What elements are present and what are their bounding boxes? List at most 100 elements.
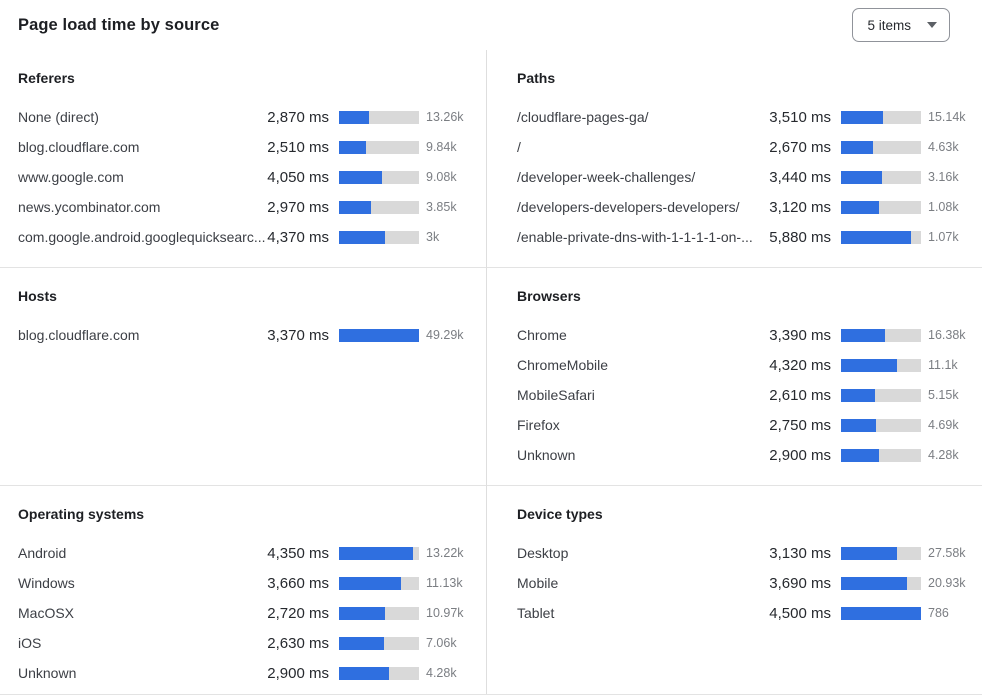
row-label: / <box>517 139 521 155</box>
metric-rows: Chrome 3,390 ms 16.38k ChromeMobile 4,320 ms… <box>517 320 972 470</box>
row-load-time: 2,720 ms <box>267 604 329 622</box>
metric-row[interactable]: Unknown 2,900 ms 4.28k <box>18 658 470 688</box>
metric-row[interactable]: Mobile 3,690 ms 20.93k <box>517 568 972 598</box>
row-count: 11.13k <box>426 576 463 590</box>
metric-row[interactable]: Unknown 2,900 ms 4.28k <box>517 440 972 470</box>
bar-fill <box>841 328 885 342</box>
bar-track <box>841 200 921 214</box>
bar-track <box>841 388 921 402</box>
row-label: blog.cloudflare.com <box>18 139 140 155</box>
row-label: Android <box>18 545 67 561</box>
row-load-time: 2,870 ms <box>267 108 329 126</box>
metric-row[interactable]: iOS 2,630 ms 7.06k <box>18 628 470 658</box>
row-load-time: 3,510 ms <box>769 108 831 126</box>
row-load-time: 2,750 ms <box>769 416 831 434</box>
metric-row[interactable]: com.google.android.googlequicksearc... 4,… <box>18 222 470 252</box>
bar-track <box>339 110 419 124</box>
bar-fill <box>339 140 367 154</box>
bar-fill <box>339 328 419 342</box>
bar-track <box>339 230 419 244</box>
row-load-time: 5,880 ms <box>769 228 831 246</box>
metric-row[interactable]: Tablet 4,500 ms 786 <box>517 598 972 628</box>
metric-row[interactable]: Windows 3,660 ms 11.13k <box>18 568 470 598</box>
row-load-time: 4,500 ms <box>769 604 831 622</box>
metric-row[interactable]: /cloudflare-pages-ga/3,510 ms 15.14k <box>517 102 972 132</box>
row-count: 20.93k <box>928 576 966 590</box>
row-count: 27.58k <box>928 546 966 560</box>
row-label: Mobile <box>517 575 559 591</box>
row-label: /cloudflare-pages-ga/ <box>517 109 649 125</box>
metric-row[interactable]: blog.cloudflare.com 3,370 ms 49.29k <box>18 320 470 350</box>
metric-row[interactable]: None (direct) 2,870 ms 13.26k <box>18 102 470 132</box>
metric-row[interactable]: Android 4,350 ms 13.22k <box>18 538 470 568</box>
panel-title: Hosts <box>18 288 57 304</box>
metric-rows: Android 4,350 ms 13.22k Windows 3,660 ms 11.1… <box>18 538 470 688</box>
bar-fill <box>841 388 875 402</box>
metric-rows: blog.cloudflare.com 3,370 ms 49.29k <box>18 320 470 350</box>
panel-device-types: Device types Desktop 3,130 ms 27.58k Mobile… <box>486 485 982 694</box>
metric-row[interactable]: MacOSX 2,720 ms 10.97k <box>18 598 470 628</box>
panel-paths: Paths /cloudflare-pages-ga/3,510 ms 15.14… <box>486 50 982 267</box>
row-label: news.ycombinator.com <box>18 199 161 215</box>
metric-row[interactable]: blog.cloudflare.com 2,510 ms 9.84k <box>18 132 470 162</box>
bar-track <box>841 418 921 432</box>
metric-row[interactable]: / 2,670 ms 4.63k <box>517 132 972 162</box>
bar-fill <box>841 576 907 590</box>
row-count: 5.15k <box>928 388 959 402</box>
metric-row[interactable]: ChromeMobile 4,320 ms 11.1k <box>517 350 972 380</box>
row-load-time: 3,390 ms <box>769 326 831 344</box>
bar-fill <box>339 110 370 124</box>
bar-fill <box>841 140 873 154</box>
row-load-time: 2,610 ms <box>769 386 831 404</box>
metric-row[interactable]: news.ycombinator.com 2,970 ms 3.85k <box>18 192 470 222</box>
metric-row[interactable]: /enable-private-dns-with-1-1-1-1-on-... 5… <box>517 222 972 252</box>
row-count: 11.1k <box>928 358 958 372</box>
metric-row[interactable]: Desktop 3,130 ms 27.58k <box>517 538 972 568</box>
metric-row[interactable]: /developers-developers-developers/3,120 … <box>517 192 972 222</box>
row-count: 4.69k <box>928 418 959 432</box>
row-label: Desktop <box>517 545 569 561</box>
row-load-time: 2,630 ms <box>267 634 329 652</box>
bar-track <box>841 448 921 462</box>
metric-row[interactable]: Firefox 2,750 ms 4.69k <box>517 410 972 440</box>
row-load-time: 4,320 ms <box>769 356 831 374</box>
bar-track <box>841 170 921 184</box>
bar-fill <box>841 200 879 214</box>
row-load-time: 3,690 ms <box>769 574 831 592</box>
metric-row[interactable]: /developer-week-challenges/3,440 ms 3.16k <box>517 162 972 192</box>
metric-rows: Desktop 3,130 ms 27.58k Mobile 3,690 ms 20.93… <box>517 538 972 628</box>
row-load-time: 2,970 ms <box>267 198 329 216</box>
row-label: MacOSX <box>18 605 75 621</box>
bar-fill <box>841 170 882 184</box>
bar-fill <box>841 418 877 432</box>
bar-track <box>841 140 921 154</box>
page-title: Page load time by source <box>18 15 220 34</box>
bar-fill <box>841 546 897 560</box>
row-load-time: 2,510 ms <box>267 138 329 156</box>
panel-title: Operating systems <box>18 506 145 522</box>
row-label: None (direct) <box>18 109 99 125</box>
bar-track <box>339 328 419 342</box>
row-count: 13.22k <box>426 546 464 560</box>
row-label: /enable-private-dns-with-1-1-1-1-on-... <box>517 229 753 245</box>
row-label: Tablet <box>517 605 555 621</box>
bar-track <box>339 576 419 590</box>
panel-title: Paths <box>517 70 556 86</box>
panel-title: Browsers <box>517 288 581 304</box>
row-label: /developer-week-challenges/ <box>517 169 696 185</box>
bar-fill <box>339 170 383 184</box>
row-load-time: 3,370 ms <box>267 326 329 344</box>
chevron-down-icon <box>927 22 937 28</box>
panel-hosts: Hosts blog.cloudflare.com 3,370 ms 49.29k <box>0 267 486 485</box>
items-count-select[interactable]: 5 items <box>852 8 950 42</box>
metric-row[interactable]: www.google.com 4,050 ms 9.08k <box>18 162 470 192</box>
row-count: 13.26k <box>426 110 464 124</box>
row-count: 3.16k <box>928 170 959 184</box>
panel-title: Device types <box>517 506 603 522</box>
row-label: Firefox <box>517 417 560 433</box>
metric-row[interactable]: MobileSafari 2,610 ms 5.15k <box>517 380 972 410</box>
bar-fill <box>339 666 389 680</box>
metric-row[interactable]: Chrome 3,390 ms 16.38k <box>517 320 972 350</box>
row-label: ChromeMobile <box>517 357 609 373</box>
